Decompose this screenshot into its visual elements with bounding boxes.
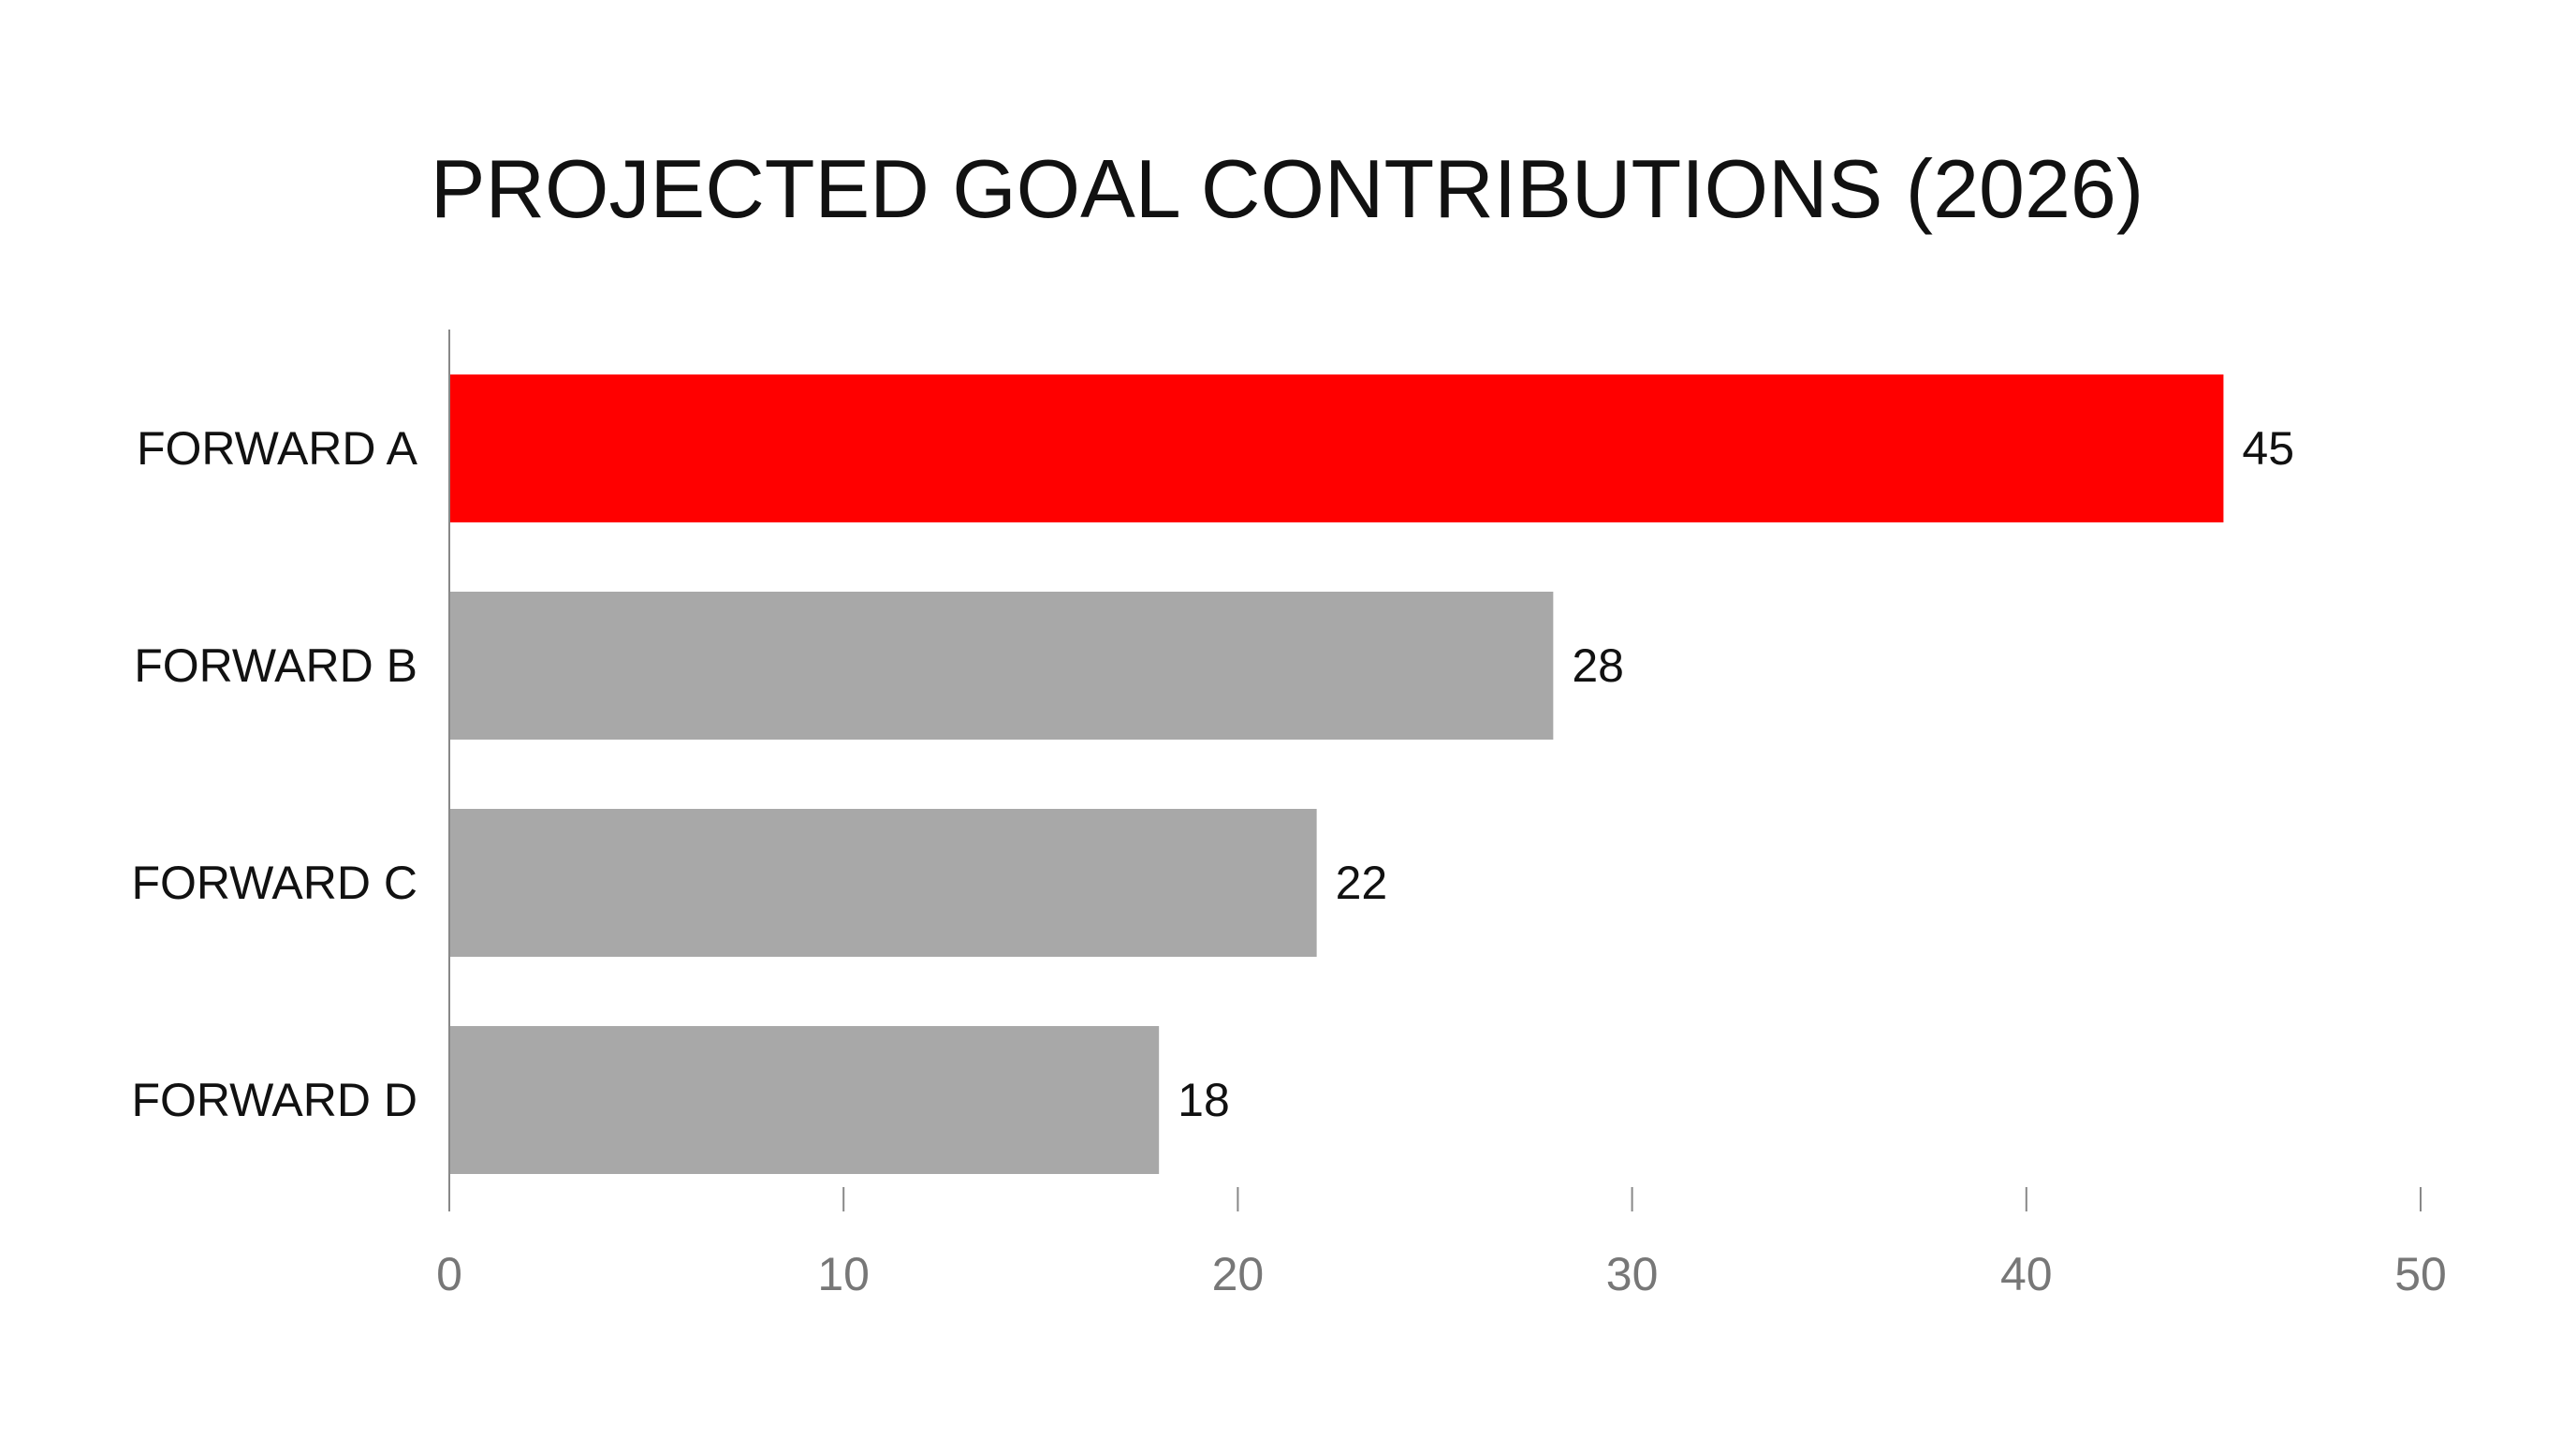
bar-forward-a: [449, 374, 2224, 522]
x-tick-label: 40: [2000, 1248, 2053, 1300]
x-tick-label: 20: [1212, 1248, 1265, 1300]
bar-forward-b: [449, 592, 1554, 740]
x-tick-label: 50: [2394, 1248, 2447, 1300]
category-label: FORWARD D: [131, 1074, 417, 1126]
x-tick-label: 0: [436, 1248, 462, 1300]
value-label: 18: [1178, 1074, 1230, 1126]
value-label: 22: [1336, 857, 1388, 909]
bar-forward-c: [449, 809, 1317, 957]
value-label: 45: [2242, 422, 2294, 475]
chart-title: PROJECTED GOAL CONTRIBUTIONS (2026): [431, 142, 2144, 235]
x-tick-label: 10: [817, 1248, 870, 1300]
x-tick-label: 30: [1606, 1248, 1659, 1300]
axes-layer: [448, 330, 2422, 1211]
bar-forward-d: [449, 1026, 1160, 1174]
bars-layer: [449, 374, 2224, 1174]
category-label: FORWARD A: [137, 422, 418, 475]
value-label: 28: [1572, 639, 1624, 692]
labels-layer: FORWARD A 45 FORWARD B 28 FORWARD C 22 FORWARD…: [131, 422, 2446, 1300]
category-label: FORWARD B: [134, 639, 417, 692]
category-label: FORWARD C: [131, 857, 417, 909]
